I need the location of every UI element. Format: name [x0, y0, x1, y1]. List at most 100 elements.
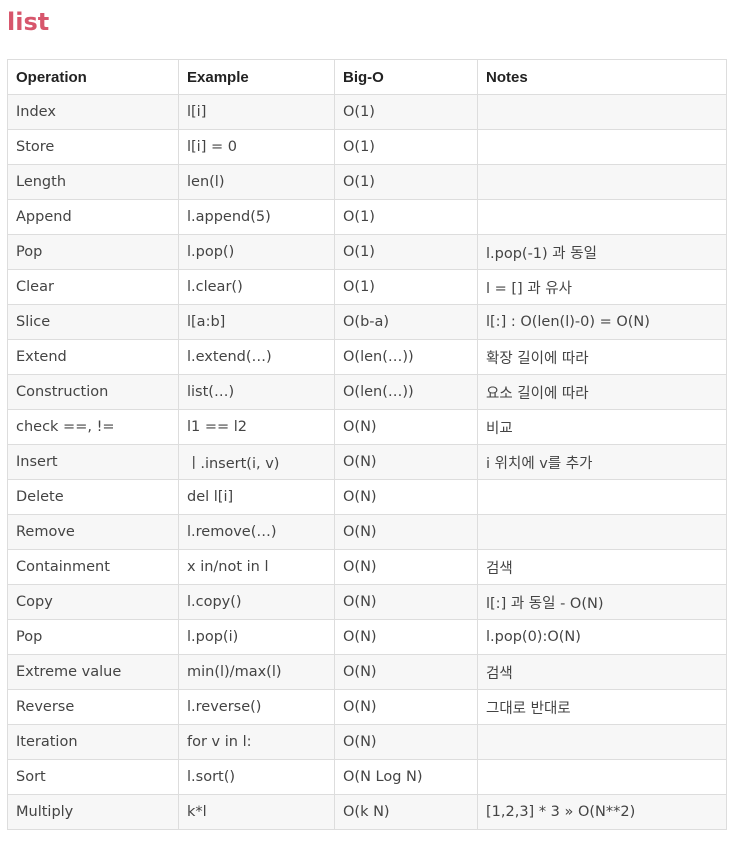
- example-cell: min(l)/max(l): [178, 654, 335, 690]
- table-row: check ==, != l1 == l2 O(N) 비교: [7, 409, 727, 445]
- operation-cell: Remove: [7, 514, 179, 550]
- big-o-cell: O(N): [334, 444, 478, 480]
- header-big-o: Big-O: [334, 59, 478, 95]
- notes-cell: 요소 길이에 따라: [477, 374, 727, 410]
- table-row: Extreme value min(l)/max(l) O(N) 검색: [7, 654, 727, 690]
- table-row: Copy l.copy() O(N) l[:] 과 동일 - O(N): [7, 584, 727, 620]
- example-cell: l.reverse(): [178, 689, 335, 725]
- big-o-cell: O(1): [334, 199, 478, 235]
- table-row: Sort l.sort() O(N Log N): [7, 759, 727, 795]
- big-o-cell: O(N): [334, 549, 478, 585]
- example-cell: l.remove(…): [178, 514, 335, 550]
- big-o-cell: O(N): [334, 654, 478, 690]
- example-cell: l.copy(): [178, 584, 335, 620]
- notes-cell: 비교: [477, 409, 727, 445]
- table-row: Pop l.pop(i) O(N) l.pop(0):O(N): [7, 619, 727, 655]
- complexity-table: Operation Example Big-O Notes Index l[i] O…: [7, 59, 727, 830]
- example-cell: l[a:b]: [178, 304, 335, 340]
- table-row: Iteration for v in l: O(N): [7, 724, 727, 760]
- example-cell: l.pop(): [178, 234, 335, 270]
- notes-cell: [477, 479, 727, 515]
- table-row: Store l[i] = 0 O(1): [7, 129, 727, 165]
- operation-cell: Pop: [7, 619, 179, 655]
- big-o-cell: O(N): [334, 409, 478, 445]
- operation-cell: Index: [7, 94, 179, 130]
- notes-cell: [1,2,3] * 3 » O(N**2): [477, 794, 727, 830]
- example-cell: len(l): [178, 164, 335, 200]
- example-cell: for v in l:: [178, 724, 335, 760]
- example-cell: ㅣ.insert(i, v): [178, 444, 335, 480]
- table-row: Construction list(…) O(len(…)) 요소 길이에 따라: [7, 374, 727, 410]
- table-header-row: Operation Example Big-O Notes: [7, 59, 727, 95]
- example-cell: l.sort(): [178, 759, 335, 795]
- notes-cell: l[:] : O(len(l)-0) = O(N): [477, 304, 727, 340]
- operation-cell: Reverse: [7, 689, 179, 725]
- operation-cell: Slice: [7, 304, 179, 340]
- notes-cell: [477, 759, 727, 795]
- example-cell: list(…): [178, 374, 335, 410]
- example-cell: del l[i]: [178, 479, 335, 515]
- table-body: Index l[i] O(1) Store l[i] = 0 O(1) Length len(…: [7, 94, 727, 830]
- notes-cell: i 위치에 v를 추가: [477, 444, 727, 480]
- operation-cell: check ==, !=: [7, 409, 179, 445]
- big-o-cell: O(b-a): [334, 304, 478, 340]
- table-row: Length len(l) O(1): [7, 164, 727, 200]
- table-row: Reverse l.reverse() O(N) 그대로 반대로: [7, 689, 727, 725]
- big-o-cell: O(N): [334, 689, 478, 725]
- page-title: list: [7, 8, 50, 36]
- big-o-cell: O(N): [334, 514, 478, 550]
- example-cell: k*l: [178, 794, 335, 830]
- example-cell: l[i] = 0: [178, 129, 335, 165]
- notes-cell: [477, 94, 727, 130]
- example-cell: l[i]: [178, 94, 335, 130]
- table-row: Containment x in/not in l O(N) 검색: [7, 549, 727, 585]
- notes-cell: 확장 길이에 따라: [477, 339, 727, 375]
- notes-cell: 그대로 반대로: [477, 689, 727, 725]
- operation-cell: Multiply: [7, 794, 179, 830]
- operation-cell: Iteration: [7, 724, 179, 760]
- notes-cell: [477, 199, 727, 235]
- operation-cell: Append: [7, 199, 179, 235]
- operation-cell: Extend: [7, 339, 179, 375]
- operation-cell: Sort: [7, 759, 179, 795]
- notes-cell: [477, 164, 727, 200]
- example-cell: x in/not in l: [178, 549, 335, 585]
- operation-cell: Length: [7, 164, 179, 200]
- notes-cell: [477, 514, 727, 550]
- notes-cell: l[:] 과 동일 - O(N): [477, 584, 727, 620]
- operation-cell: Clear: [7, 269, 179, 305]
- operation-cell: Extreme value: [7, 654, 179, 690]
- big-o-cell: O(N): [334, 584, 478, 620]
- example-cell: l.clear(): [178, 269, 335, 305]
- table-row: Clear l.clear() O(1) l = [] 과 유사: [7, 269, 727, 305]
- big-o-cell: O(k N): [334, 794, 478, 830]
- big-o-cell: O(1): [334, 234, 478, 270]
- table-row: Insert ㅣ.insert(i, v) O(N) i 위치에 v를 추가: [7, 444, 727, 480]
- table-row: Slice l[a:b] O(b-a) l[:] : O(len(l)-0) = O(…: [7, 304, 727, 340]
- header-example: Example: [178, 59, 335, 95]
- operation-cell: Delete: [7, 479, 179, 515]
- notes-cell: l.pop(0):O(N): [477, 619, 727, 655]
- operation-cell: Store: [7, 129, 179, 165]
- big-o-cell: O(N): [334, 724, 478, 760]
- big-o-cell: O(1): [334, 164, 478, 200]
- notes-cell: 검색: [477, 549, 727, 585]
- table-row: Delete del l[i] O(N): [7, 479, 727, 515]
- example-cell: l1 == l2: [178, 409, 335, 445]
- header-operation: Operation: [7, 59, 179, 95]
- operation-cell: Containment: [7, 549, 179, 585]
- table-row: Multiply k*l O(k N) [1,2,3] * 3 » O(N**2): [7, 794, 727, 830]
- notes-cell: 검색: [477, 654, 727, 690]
- notes-cell: [477, 724, 727, 760]
- table-row: Index l[i] O(1): [7, 94, 727, 130]
- big-o-cell: O(len(…)): [334, 374, 478, 410]
- table-row: Append l.append(5) O(1): [7, 199, 727, 235]
- big-o-cell: O(N): [334, 619, 478, 655]
- big-o-cell: O(1): [334, 94, 478, 130]
- example-cell: l.extend(…): [178, 339, 335, 375]
- big-o-cell: O(1): [334, 129, 478, 165]
- big-o-cell: O(1): [334, 269, 478, 305]
- big-o-cell: O(len(…)): [334, 339, 478, 375]
- notes-cell: l.pop(-1) 과 동일: [477, 234, 727, 270]
- table-row: Extend l.extend(…) O(len(…)) 확장 길이에 따라: [7, 339, 727, 375]
